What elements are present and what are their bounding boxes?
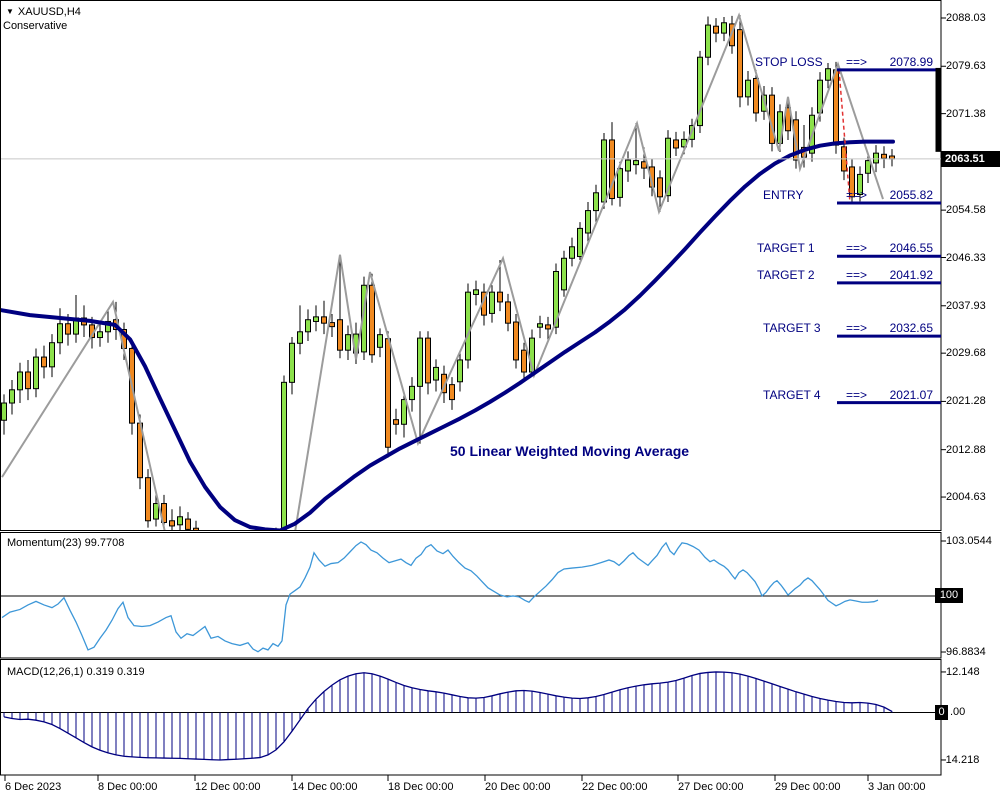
candlesticks [1, 15, 895, 530]
momentum-pane-border [0, 532, 942, 659]
price-axis-label: 2088.03 [946, 12, 986, 24]
target-2-level[interactable]: TARGET 2 ==> 2041.92 [0, 267, 941, 282]
time-axis-label: 6 Dec 2023 [5, 781, 62, 793]
stop-loss-level[interactable]: STOP LOSS ==> 2078.99 [0, 54, 941, 69]
projection-dashed-line [838, 69, 851, 203]
price-axis-label: 2004.63 [946, 491, 986, 504]
time-axis-label: 22 Dec 00:00 [582, 781, 648, 793]
momentum-axis-label: 103.0544 [946, 535, 992, 547]
target-4-label: TARGET 4 [763, 387, 821, 402]
symbol-title: ▼ XAUUSD,H4 [6, 5, 81, 19]
lwma-line [1, 139, 895, 530]
time-axis-label: 18 Dec 00:00 [388, 781, 454, 793]
price-axis-label: 2071.38 [946, 107, 986, 120]
entry-label: ENTRY [763, 188, 804, 202]
time-axis-label: 3 Jan 00:00 [868, 781, 926, 793]
macd-signal-line [3, 671, 893, 761]
stop-loss-arrow: ==> [846, 54, 868, 69]
scale-range-bar [935, 67, 941, 152]
main-pane-border [0, 0, 942, 531]
target-3-label: TARGET 3 [763, 321, 821, 336]
momentum-line [1, 541, 879, 653]
macd-axis-label: 12.148 [946, 665, 980, 678]
macd-pane-label: MACD(12,26,1) 0.319 0.319 [7, 666, 145, 678]
price-axis-label: 2054.58 [946, 204, 986, 217]
price-axis-label: 2012.88 [946, 443, 986, 456]
stop-loss-label: STOP LOSS [755, 54, 823, 69]
macd-zero-suffix: .00 [950, 705, 966, 718]
target-1-value: 2046.55 [889, 241, 933, 256]
lwma-annotation: 50 Linear Weighted Moving Average [450, 443, 690, 459]
time-axis-label: 27 Dec 00:00 [678, 781, 744, 793]
target-2-value: 2041.92 [889, 267, 933, 282]
target-4-value: 2021.07 [889, 387, 933, 402]
template-name: Conservative [3, 20, 68, 32]
target-1-arrow: ==> [846, 241, 868, 256]
target-2-arrow: ==> [846, 267, 868, 282]
time-axis-label: 14 Dec 00:00 [292, 781, 358, 793]
price-axis-label: 2021.28 [946, 395, 986, 408]
time-axis-label: 20 Dec 00:00 [485, 781, 551, 793]
time-axis-label: 12 Dec 00:00 [195, 781, 261, 793]
price-axis-label: 2046.33 [946, 251, 986, 264]
target-3-arrow: ==> [846, 321, 868, 336]
entry-arrow: ==> [846, 188, 868, 202]
target-4-level[interactable]: TARGET 4 ==> 2021.07 [0, 387, 941, 402]
target-4-arrow: ==> [846, 387, 868, 402]
entry-value: 2055.82 [889, 188, 933, 202]
symbol-label: XAUUSD,H4 [17, 6, 81, 18]
momentum-pane-label: Momentum(23) 99.7708 [7, 537, 125, 549]
target-2-label: TARGET 2 [757, 267, 815, 282]
target-1-label: TARGET 1 [757, 241, 815, 256]
target-1-level[interactable]: TARGET 1 ==> 2046.55 [0, 242, 941, 255]
target-3-level[interactable]: TARGET 3 ==> 2032.65 [0, 322, 941, 335]
time-axis-label: 8 Dec 00:00 [98, 781, 158, 793]
symbol-marker-icon: ▼ [6, 7, 14, 16]
target-3-value: 2032.65 [889, 321, 933, 336]
current-price-box: 2063.51 [941, 150, 1000, 167]
stop-loss-value: 2078.99 [889, 54, 933, 69]
zigzag-line [1, 12, 884, 530]
time-axis-label: 29 Dec 00:00 [775, 781, 841, 793]
momentum-level-box: 100 [935, 587, 963, 603]
macd-histogram [3, 671, 893, 760]
macd-zero-box: 0 [935, 704, 948, 720]
price-axis-label: 2029.68 [946, 347, 986, 360]
main-pane[interactable] [0, 12, 895, 624]
price-axis-label: 2037.93 [946, 299, 986, 312]
price-axis-label: 2079.63 [946, 60, 986, 73]
entry-level[interactable]: ENTRY ==> 2055.82 [0, 189, 941, 202]
momentum-axis-label: 96.8834 [946, 646, 986, 659]
macd-axis-label: -14.218 [942, 753, 980, 766]
